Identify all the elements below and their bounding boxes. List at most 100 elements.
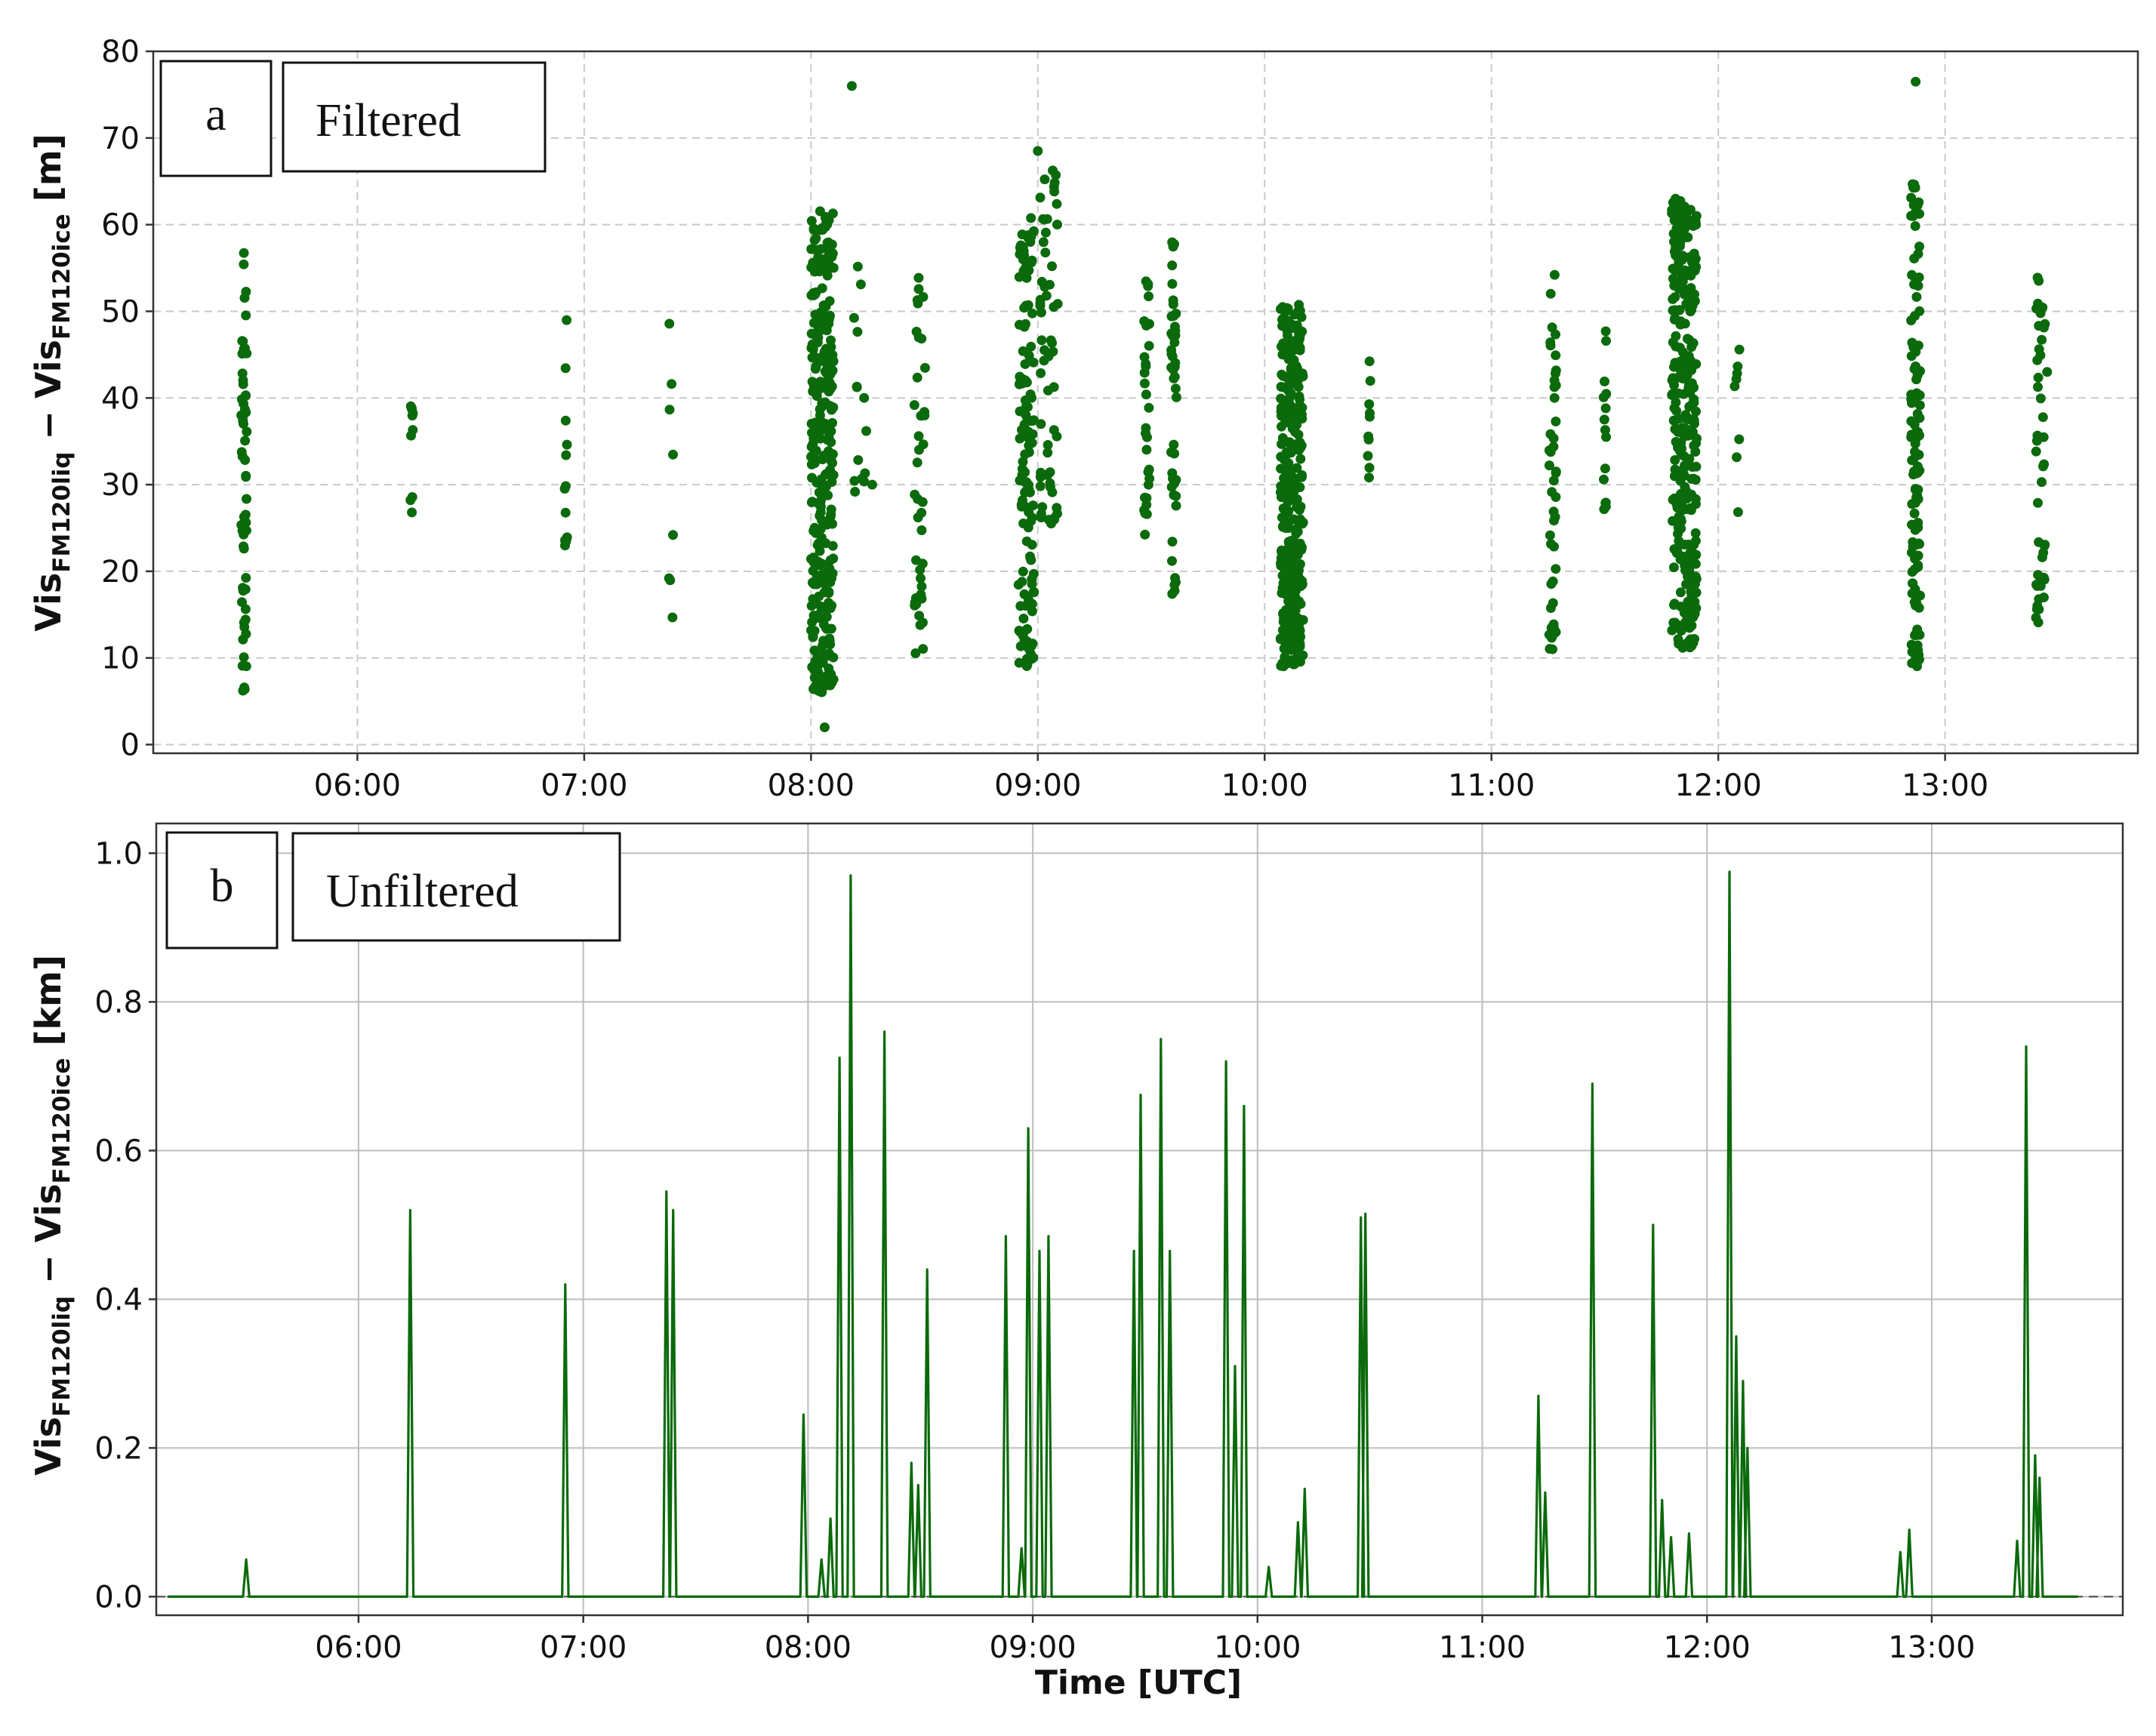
scatter-point [1907, 398, 1917, 408]
scatter-point [825, 465, 836, 476]
scatter-point [239, 248, 249, 258]
scatter-point [1689, 441, 1699, 451]
y-tick-label: 0.0 [94, 1580, 143, 1614]
scatter-point [1141, 361, 1151, 371]
scatter-point [242, 494, 251, 504]
scatter-point [1914, 400, 1925, 411]
scatter-point [1033, 146, 1043, 156]
scatter-point [1364, 399, 1375, 409]
scatter-point [1141, 500, 1152, 510]
scatter-point [1907, 647, 1917, 657]
scatter-point [1169, 371, 1180, 382]
scatter-point [1909, 420, 1920, 429]
scatter-point [819, 485, 830, 496]
scatter-point [2039, 540, 2050, 551]
scatter-point [1671, 405, 1682, 416]
scatter-point [909, 400, 919, 411]
scatter-point [1551, 368, 1560, 379]
scatter-point [1041, 291, 1052, 301]
scatter-point [1682, 611, 1692, 622]
scatter-point [2037, 412, 2048, 423]
x-tick-label: 09:00 [989, 1630, 1076, 1665]
scatter-point [1028, 500, 1038, 511]
scatter-point [1278, 633, 1289, 643]
scatter-point [811, 233, 821, 244]
scatter-point [1551, 468, 1561, 479]
scatter-point [912, 295, 922, 306]
scatter-point [916, 573, 926, 583]
scatter-point [1052, 220, 1062, 229]
scatter-point [916, 525, 927, 535]
scatter-point [1144, 402, 1154, 413]
scatter-point [1600, 403, 1611, 414]
scatter-point [1020, 467, 1030, 478]
scatter-point [817, 398, 827, 408]
scatter-point [1729, 381, 1740, 392]
scatter-point [240, 455, 251, 465]
scatter-point [1551, 350, 1561, 361]
scatter-point [1907, 588, 1917, 599]
panel-a-label-box: a [159, 60, 273, 177]
scatter-point [1292, 617, 1302, 628]
scatter-point [1683, 414, 1693, 425]
scatter-point [1671, 548, 1682, 559]
scatter-point [1015, 433, 1025, 444]
scatter-point [1288, 634, 1298, 645]
scatter-point [1685, 205, 1696, 215]
scatter-point [1289, 475, 1300, 485]
scatter-point [1600, 463, 1610, 474]
scatter-point [1287, 423, 1298, 434]
scatter-point [1670, 455, 1680, 465]
scatter-point [1289, 559, 1300, 569]
scatter-point [1676, 523, 1686, 534]
scatter-point [1600, 326, 1611, 337]
scatter-point [1600, 425, 1610, 436]
scatter-point [1686, 586, 1696, 597]
scatter-point [1170, 573, 1180, 583]
scatter-point [1040, 174, 1050, 185]
scatter-point [1678, 463, 1689, 474]
scatter-point [824, 354, 835, 365]
scatter-point [1673, 426, 1683, 437]
scatter-point [1683, 269, 1693, 280]
scatter-point [812, 579, 822, 589]
scatter-point [1906, 351, 1917, 362]
scatter-point [1549, 623, 1560, 634]
scatter-point [1018, 457, 1028, 467]
scatter-point [1047, 337, 1057, 348]
scatter-point [827, 677, 837, 688]
panel-b-letter: b [211, 860, 234, 912]
scatter-point [913, 512, 923, 523]
scatter-point [1169, 439, 1179, 450]
panel-a-frame [152, 50, 2139, 755]
scatter-point [1017, 577, 1027, 587]
scatter-point [1043, 440, 1053, 450]
panel-b-y-axis-label: VisFM120liq − VisFM120ice [km] [28, 955, 75, 1476]
scatter-point [1277, 302, 1288, 312]
scatter-point [1671, 193, 1680, 204]
scatter-point [867, 479, 877, 490]
scatter-point [1601, 432, 1611, 442]
scatter-point [240, 436, 251, 446]
scatter-point [2033, 497, 2043, 508]
panel-a-scatter-points [236, 76, 2053, 733]
scatter-point [1911, 361, 1920, 371]
scatter-point [918, 644, 929, 654]
scatter-point [812, 559, 822, 569]
panel-a-title: Filtered [316, 95, 461, 146]
scatter-point [1295, 638, 1305, 648]
scatter-point [1171, 500, 1181, 511]
scatter-point [1286, 536, 1296, 546]
scatter-point [2038, 574, 2049, 584]
scatter-point [916, 334, 927, 344]
scatter-point [407, 492, 417, 502]
scatter-point [1295, 599, 1306, 609]
x-tick-label: 06:00 [314, 768, 401, 803]
scatter-point [913, 445, 924, 455]
scatter-point [849, 476, 860, 486]
scatter-point [1018, 614, 1029, 623]
scatter-point [1286, 388, 1296, 399]
scatter-point [817, 420, 827, 430]
scatter-point [1021, 661, 1032, 671]
